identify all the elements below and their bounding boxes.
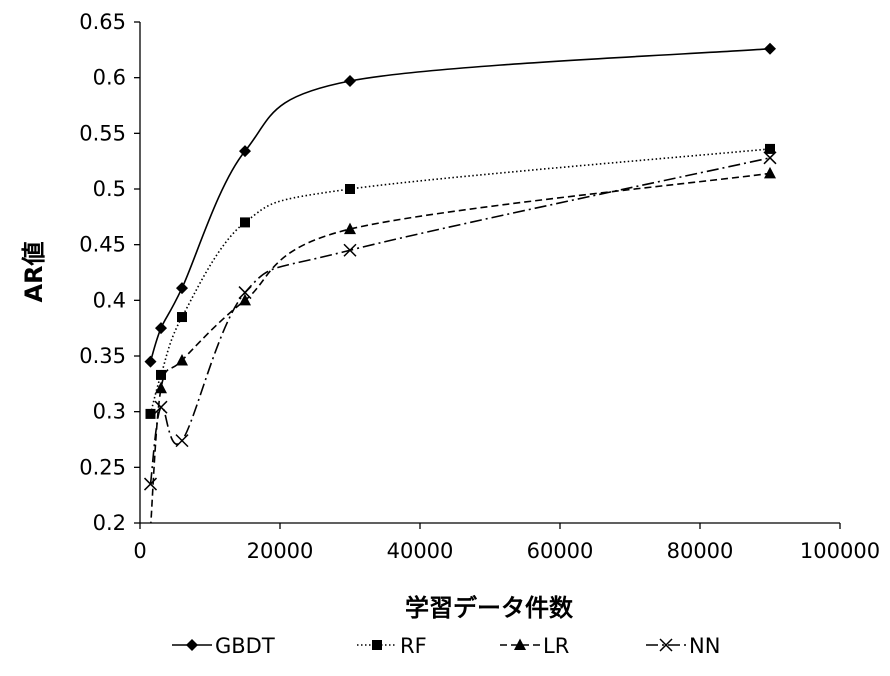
y-tick-label: 0.4 — [93, 288, 126, 312]
series-line-gbdt — [149, 47, 771, 362]
legend-label-lr: LR — [543, 634, 569, 658]
x-tick-label: 20000 — [247, 539, 314, 563]
y-tick-label: 0.45 — [79, 233, 126, 257]
x-tick-label: 40000 — [387, 539, 454, 563]
legend-label-rf: RF — [400, 634, 427, 658]
x-tick-label: 0 — [133, 539, 146, 563]
legend-item-rf: RF — [357, 634, 427, 658]
legend-item-nn: NN — [646, 634, 720, 658]
series-line-nn — [149, 157, 771, 485]
series-gbdt — [144, 42, 776, 368]
x-tick-label: 100000 — [800, 539, 880, 563]
x-tick-label: 60000 — [527, 539, 594, 563]
y-tick-label: 0.2 — [93, 511, 126, 535]
series-layer — [143, 42, 777, 523]
legend-marker-nn — [659, 638, 673, 652]
y-tick-label: 0.5 — [93, 177, 126, 201]
data-point-nn — [238, 286, 252, 300]
data-point-gbdt — [144, 355, 157, 368]
x-tick-label: 80000 — [667, 539, 734, 563]
series-lr — [150, 166, 776, 523]
data-point-lr — [239, 293, 251, 306]
data-point-nn — [763, 151, 777, 165]
y-tick-label: 0.25 — [79, 455, 126, 479]
series-rf — [145, 143, 775, 419]
y-tick-label: 0.55 — [79, 121, 126, 145]
legend-label-gbdt: GBDT — [215, 634, 275, 658]
data-point-gbdt — [764, 42, 776, 55]
data-point-nn — [143, 477, 158, 491]
data-point-gbdt — [344, 75, 356, 88]
y-tick-label: 0.3 — [93, 400, 126, 424]
data-point-gbdt — [155, 322, 167, 335]
data-point-lr — [344, 222, 356, 235]
y-tick-label: 0.6 — [93, 66, 126, 90]
series-line-rf — [149, 148, 771, 415]
data-point-gbdt — [239, 145, 251, 158]
data-point-rf — [145, 408, 156, 419]
x-axis-title: 学習データ件数 — [405, 594, 574, 622]
data-point-rf — [240, 217, 250, 228]
legend-marker-rf — [372, 640, 382, 650]
series-nn — [143, 151, 777, 491]
data-point-rf — [345, 184, 355, 194]
legend-label-nn: NN — [689, 634, 720, 658]
y-tick-label: 0.35 — [79, 344, 126, 368]
data-point-gbdt — [176, 282, 188, 295]
data-point-nn — [154, 400, 168, 414]
y-tick-label: 0.65 — [79, 10, 126, 34]
data-point-rf — [177, 312, 187, 323]
data-point-lr — [155, 381, 167, 394]
data-point-lr — [176, 353, 188, 366]
data-point-rf — [765, 143, 775, 154]
y-axis-title: AR値 — [20, 241, 48, 302]
legend-item-lr: LR — [500, 634, 569, 658]
legend-marker-lr — [514, 638, 526, 650]
data-point-nn — [175, 434, 189, 448]
legend-marker-gbdt — [186, 639, 198, 651]
axes — [134, 21, 841, 529]
data-point-rf — [156, 369, 166, 380]
data-point-lr — [764, 166, 776, 179]
legend-item-gbdt: GBDT — [172, 634, 275, 658]
data-point-nn — [343, 243, 357, 257]
tick-labels: 0.2 0.25 0.3 0.35 0.4 0.45 0.5 0.55 0.6 0.65 0 2000… — [79, 10, 880, 563]
legend: GBDT RF LR NN — [172, 634, 720, 658]
